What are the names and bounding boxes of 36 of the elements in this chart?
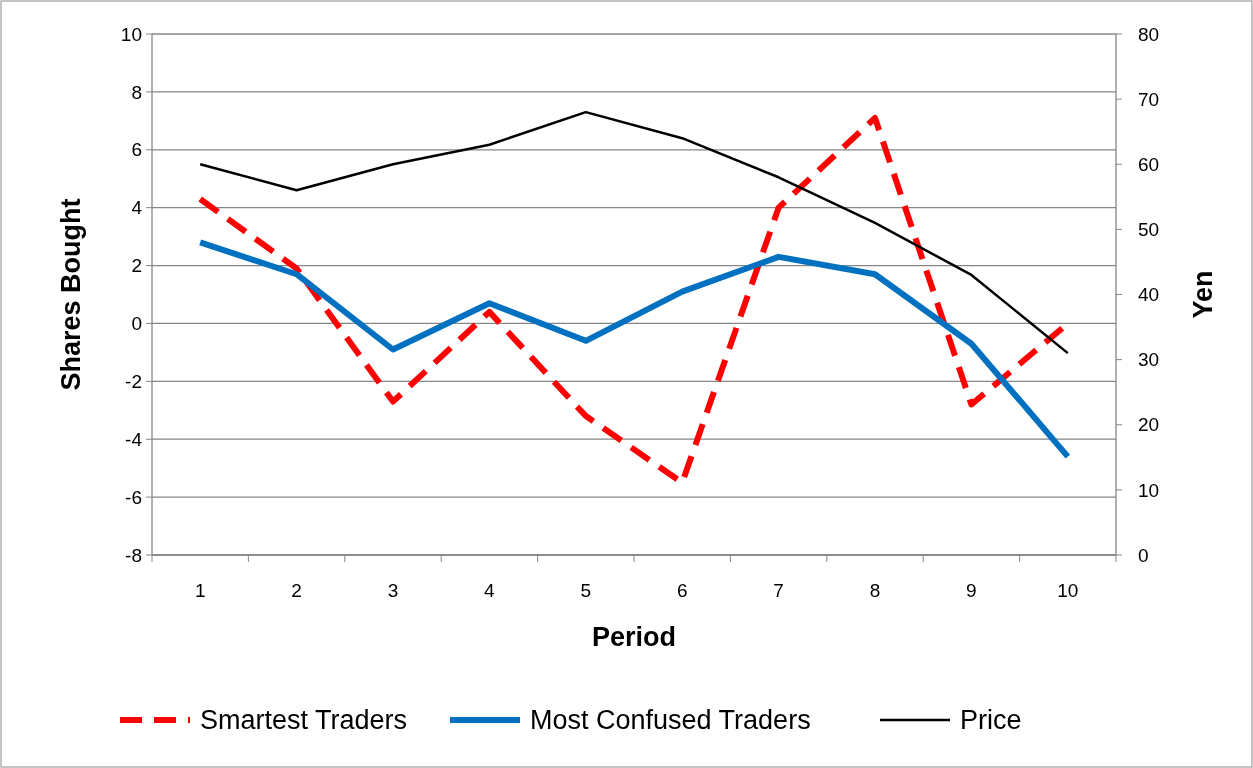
y-tick-label: -6 — [125, 486, 142, 508]
y-tick-label: 10 — [120, 23, 142, 45]
y2-axis-title: Yen — [1188, 270, 1218, 319]
y2-tick-label: 70 — [1138, 88, 1160, 110]
x-tick-label: 7 — [773, 580, 784, 601]
y2-tick-label: 30 — [1138, 349, 1160, 371]
y2-tick-label: 60 — [1138, 153, 1160, 175]
legend-label: Most Confused Traders — [530, 705, 811, 736]
y-tick-label: 0 — [131, 313, 142, 335]
y-tick-label: 6 — [131, 139, 142, 161]
y2-tick-label: 10 — [1138, 479, 1160, 501]
y-tick-label: 4 — [131, 197, 143, 219]
x-tick-label: 1 — [194, 580, 206, 601]
x-tick-label: 2 — [291, 580, 302, 601]
y2-tick-label: 80 — [1138, 23, 1160, 45]
legend-label: Price — [960, 705, 1022, 736]
y2-tick-label: 40 — [1138, 284, 1160, 306]
x-tick-label: 4 — [484, 580, 496, 601]
y2-tick-label: 20 — [1138, 414, 1160, 436]
y-tick-label: -4 — [125, 428, 143, 450]
x-tick-label: 9 — [966, 580, 977, 601]
x-tick-label: 6 — [676, 580, 688, 601]
y2-tick-label: 50 — [1138, 219, 1160, 241]
y-tick-label: -2 — [125, 370, 142, 392]
legend-label: Smartest Traders — [200, 705, 408, 736]
y-tick-label: -8 — [125, 544, 142, 566]
y-axis-title: Shares Bought — [56, 198, 86, 391]
y-tick-label: 8 — [131, 81, 142, 103]
line-series — [198, 110, 1070, 355]
x-tick-label: 10 — [1057, 580, 1079, 601]
x-axis-title: Period — [591, 622, 677, 652]
x-tick-label: 8 — [869, 580, 881, 601]
x-tick-label: 3 — [387, 580, 399, 601]
x-tick-label: 5 — [580, 580, 592, 601]
y-tick-label: 2 — [131, 255, 142, 277]
y2-tick-label: 0 — [1138, 544, 1149, 566]
